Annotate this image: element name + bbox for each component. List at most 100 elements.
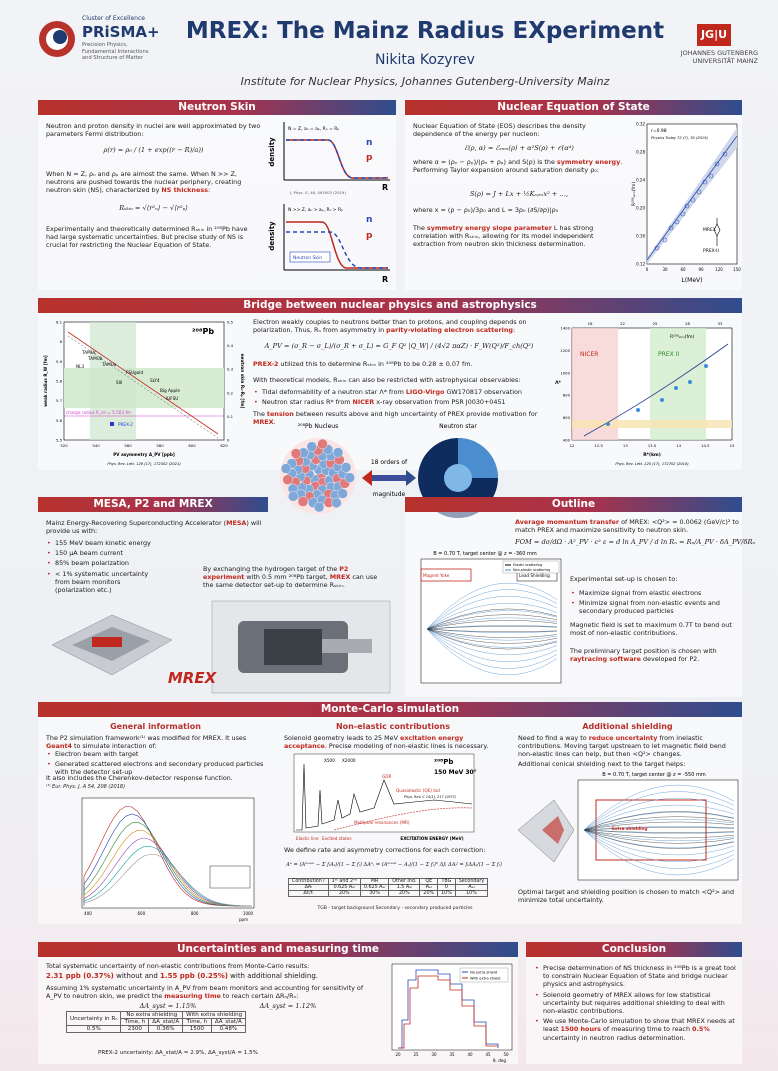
shape: No extra shielding [121,1012,183,1019]
figure-label: 18 orders of [371,459,408,466]
section-title: Outline [405,497,742,512]
shape [286,140,388,178]
text-run: without and [114,972,160,980]
shape: Time, h [183,1019,211,1026]
figure-label: MREX [168,669,218,687]
bullet: < 1% systematic uncertainty from beam mo… [55,570,161,595]
paragraph: where α = (ρₙ − ρₚ)/(ρₙ + ρₚ) and S(ρ) i… [413,158,625,174]
text-run: : [513,326,515,334]
text-run: With theoretical models, Rₛₖᵢₙ can also … [253,376,520,384]
text-run: Experimental set-up is chosen to: [570,575,677,583]
figure-label: θ, deg [493,1058,506,1063]
text-run: Electron beam with target [55,750,138,758]
text-run: We define rate and asymmetry corrections… [284,846,485,854]
figure-label: R [382,275,388,284]
tick-label: 28 [685,321,690,326]
tick-label: 1200 [560,348,570,353]
tick-label: 5.5 [56,438,63,443]
equation: ℰ(ρ, α) = ℰₛₙₘ(ρ) + α²S(ρ) + 𝒪(α⁴) [413,144,625,153]
figure-label: R²⁰⁸ₛₖᵢₙ(fm) [670,334,694,340]
excitation-figure: X500 X2000 ²⁰⁸Pb 150 MeV 30° GDR Quasiel… [284,750,506,842]
shape: 0.5%23000.36%15000.48% [67,1026,246,1033]
paragraph: The symmetry energy slope parameter L ha… [413,224,625,249]
tick-label: 30 [662,267,668,272]
tick-label: 5.9 [56,359,63,364]
bullet-list: Electron beam with targetGenerated scatt… [46,750,271,777]
paragraph: It also includes the Cherenkov-detector … [46,774,271,782]
paragraph: PREX-2 utilized this to determine Rₛₖᵢₙ … [253,360,545,368]
text-run: Precise determination of NS thickness in… [543,964,736,988]
affiliation: Institute for Nuclear Physics, Johannes … [170,75,680,88]
emphasis: 0.5% [692,1025,710,1033]
subsection-title: General information [38,722,273,731]
shape [688,380,692,384]
shape [210,866,250,888]
shape [578,780,738,880]
tick-label: 20 [395,1052,401,1057]
text-run: : [208,186,210,194]
figure-label: Magnet Yoke [423,573,450,578]
figure-label: ²⁰⁸Pb [192,327,214,336]
eos-figure: r=0.98 Physics Today 72 (7), 30 (2019) M… [627,118,741,288]
emphasis: MESA [226,519,246,527]
figure-label: Neutron star [439,423,477,430]
figure-label: With extra shield [470,977,500,981]
paragraph: Neutron and proton density in nuclei are… [46,122,261,138]
table-cell: 1ˢᵗ and 2ⁿᵈ [328,879,360,885]
text-run: It also includes the Cherenkov-detector … [46,774,233,782]
prex-figure: ²⁰⁸Pb TAMUc TAMUb NL3 TAMUa FSUgold SIII… [42,316,246,468]
paragraph: where x = (ρ − ρ₀)/3ρ₀ and L = 3ρ₀ (∂S/∂… [413,206,625,214]
table-cell: 20% [420,891,438,897]
tick-label: 35 [449,1052,455,1057]
tick-label: 600 [188,443,196,448]
tick-label: 800 [191,911,199,916]
text-block: Tidal deformability of a neutron star Λ*… [253,388,545,408]
shape: r=0.98 Physics Today 72 (7), 30 (2019) M… [631,124,737,284]
figure-label: FSUgold [126,370,143,375]
table-cell: 0.625 Aₑₗ [360,885,388,891]
equation: S(ρ) = J + Lx + ½Kₛᵧₘx² + …, [413,190,625,198]
figure-label: Lead Shielding [519,573,550,578]
emphasis: tension [267,410,294,418]
equation: ρ(r) = ρ₀ / (1 + exp((r − R)/a)) [46,146,261,154]
text-run: to reach certain ΔRₙ/Rₙ: [221,992,298,1000]
tick-label: 580 [156,443,164,448]
emphasis: reduce uncertainty [589,734,658,742]
tick-label: 14.5 [701,443,710,448]
shape: X500 X2000 ²⁰⁸Pb 150 MeV 30° GDR Quasiel… [294,754,477,841]
text-run: Magnetic field is set to maximum 0.7T to… [570,621,732,637]
cluster: Cluster of Excellence [82,15,145,22]
text-run: uncertainty in neutron radius determinat… [543,1034,686,1042]
paragraph: The preliminary target position is chose… [570,647,738,663]
shape: ²⁰⁸Pb TAMUc TAMUb NL3 TAMUa FSUgold SIII… [43,322,245,466]
tick-label: 0.28 [636,150,645,155]
bullet: 155 MeV beam kinetic energy [55,539,161,547]
tick-label: 0.3 [227,367,234,372]
subsection-title: Additional shielding [513,722,742,731]
text-run: 150 μA beam current [55,549,123,557]
astro-figure: NICER PREX II R²⁰⁸ₛₖᵢₙ(fm) Λ* R*(km) Phy… [550,316,740,468]
tick-label: 0.4 [227,343,234,348]
tick-label: 560 [124,443,132,448]
figure-label: Elastic scattering [513,563,542,567]
tick-label: 45 [485,1052,491,1057]
figure-label: R [382,183,388,192]
emphasis: raytracing software [570,655,641,663]
figure-label: B = 0.70 T, target center @ z = -550 mm [602,772,706,778]
tick-label: 0.12 [636,262,645,267]
bullet-list: Maximize signal from elastic electronsMi… [570,589,738,616]
table-cell: 20% [328,891,360,897]
tick-label: 800 [563,393,571,398]
text-run: By exchanging the hydrogen target of the [203,565,339,573]
axis-label: ppm [239,917,248,922]
figure-label: L(MeV) [682,277,703,284]
corrections-table: Contribution i1ˢᵗ and 2ⁿᵈMROther Ind.QET… [288,878,488,897]
tick-label: 0.32 [636,122,645,127]
figure-label: Phys. Rev. C 15(1), 217 (1977) [404,795,456,799]
tick-label: 13.5 [648,443,657,448]
tick-label: 50 [503,1052,509,1057]
figure-label: density [268,137,276,167]
nucleon [291,449,301,459]
paragraph: We define rate and asymmetry corrections… [284,846,506,854]
figure-label: Phys. Rev. Lett. 120 (17), 172702 (2018) [615,462,689,466]
